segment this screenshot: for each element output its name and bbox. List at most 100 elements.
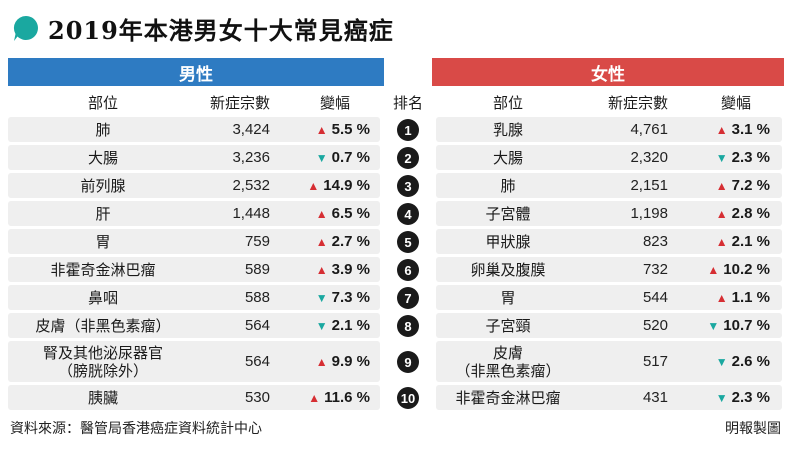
female-change: ▲ 3.1 %	[686, 117, 770, 142]
female-change-value: 2.8 %	[731, 204, 770, 222]
triangle-up-icon: ▲	[307, 178, 320, 193]
female-site-text: 子宮頸	[485, 316, 531, 335]
male-change: ▼ 0.7 %	[290, 145, 370, 170]
male-change: ▲ 14.9 %	[290, 173, 370, 198]
male-site-text: 肺	[95, 120, 111, 139]
male-site-text: 胃	[95, 232, 111, 251]
male-cases: 589	[244, 260, 270, 278]
female-cases: 4,761	[630, 120, 668, 138]
female-change: ▼ 2.3 %	[686, 385, 770, 410]
female-change: ▼ 10.7 %	[686, 313, 770, 338]
female-cases: 431	[642, 388, 668, 406]
female-change: ▲ 7.2 %	[686, 173, 770, 198]
male-site-text: 胰臟	[87, 388, 118, 407]
female-cases: 2,320	[630, 148, 668, 166]
table-row: 胃 759 ▲ 2.7 % 5 甲狀腺 823 ▲ 2.1 %	[0, 229, 791, 254]
triangle-down-icon: ▼	[707, 318, 720, 333]
triangle-up-icon: ▲	[315, 122, 328, 137]
triangle-up-icon: ▲	[715, 290, 728, 305]
male-site-cell: 非霍奇金淋巴瘤	[8, 257, 198, 282]
triangle-down-icon: ▼	[315, 290, 328, 305]
female-cases: 520	[642, 316, 668, 334]
triangle-down-icon: ▼	[715, 150, 728, 165]
female-header: 女性	[432, 58, 784, 86]
female-row-background	[436, 341, 782, 382]
male-change-value: 3.9 %	[331, 260, 370, 278]
female-change: ▼ 2.6 %	[686, 341, 770, 382]
female-change: ▲ 2.8 %	[686, 201, 770, 226]
male-site-cell: 胃	[8, 229, 198, 254]
rank-badge: 4	[397, 203, 419, 225]
female-site-text: 子宮體	[485, 204, 531, 223]
male-change-header: 變幅	[319, 93, 350, 112]
female-site-cell: 非霍奇金淋巴瘤	[434, 385, 582, 410]
triangle-up-icon: ▲	[315, 354, 328, 369]
triangle-up-icon: ▲	[315, 234, 328, 249]
credit-note: 明報製圖	[725, 421, 781, 437]
male-site-cell: 皮膚（非黑色素瘤）	[8, 313, 198, 338]
rank-badge: 5	[397, 231, 419, 253]
page-title: 2019年本港男女十大常見癌症	[48, 16, 394, 45]
female-cases: 1,198	[630, 204, 668, 222]
male-row-background	[8, 257, 380, 282]
male-change-value: 6.5 %	[331, 204, 370, 222]
male-site-cell: 腎及其他泌尿器官 （膀胱除外）	[8, 341, 198, 382]
female-cases: 517	[642, 352, 668, 370]
male-site-cell: 肺	[8, 117, 198, 142]
female-site-text: 非霍奇金淋巴瘤	[455, 388, 561, 407]
table-row: 腎及其他泌尿器官 （膀胱除外） 564 ▲ 9.9 % 9 皮膚 （非黑色素瘤） 517 ▼ 2.6…	[0, 341, 791, 382]
female-site-text: 肺	[500, 176, 516, 195]
triangle-up-icon: ▲	[715, 234, 728, 249]
female-site-cell: 肺	[434, 173, 582, 198]
female-change-value: 1.1 %	[731, 288, 770, 306]
female-site-cell: 大腸	[434, 145, 582, 170]
male-change: ▲ 5.5 %	[290, 117, 370, 142]
female-change-value: 2.1 %	[731, 232, 770, 250]
male-row-background	[8, 229, 380, 254]
female-row-background	[436, 117, 782, 142]
table-row: 前列腺 2,532 ▲ 14.9 % 3 肺 2,151 ▲ 7.2 %	[0, 173, 791, 198]
female-site-cell: 甲狀腺	[434, 229, 582, 254]
female-site-text: 乳腺	[492, 120, 523, 139]
male-row-background	[8, 117, 380, 142]
male-change-value: 5.5 %	[331, 120, 370, 138]
rank-badge: 2	[397, 147, 419, 169]
female-site-text: 大腸	[492, 148, 523, 167]
male-site-text: 肝	[95, 204, 111, 223]
male-change: ▲ 2.7 %	[290, 229, 370, 254]
female-site-text: （非黑色素瘤）	[455, 361, 561, 380]
female-site-header: 部位	[492, 93, 523, 112]
female-change: ▲ 2.1 %	[686, 229, 770, 254]
female-cases-header: 新症宗數	[607, 93, 668, 112]
female-site-cell: 子宮頸	[434, 313, 582, 338]
male-row-background	[8, 341, 380, 382]
triangle-up-icon: ▲	[308, 390, 321, 405]
female-change: ▲ 10.2 %	[686, 257, 770, 282]
male-site-cell: 鼻咽	[8, 285, 198, 310]
male-site-cell: 大腸	[8, 145, 198, 170]
female-row-background	[436, 285, 782, 310]
male-site-text: 鼻咽	[87, 288, 118, 307]
female-site-text: 甲狀腺	[485, 232, 531, 251]
female-row-background	[436, 385, 782, 410]
male-change: ▲ 9.9 %	[290, 341, 370, 382]
male-site-text: 非霍奇金淋巴瘤	[50, 260, 156, 279]
male-site-text: 皮膚（非黑色素瘤）	[35, 316, 171, 335]
male-site-cell: 前列腺	[8, 173, 198, 198]
male-cases-header: 新症宗數	[209, 93, 270, 112]
triangle-up-icon: ▲	[715, 206, 728, 221]
male-change-value: 2.1 %	[331, 316, 370, 334]
female-cases: 544	[642, 288, 668, 306]
male-site-cell: 肝	[8, 201, 198, 226]
female-change-value: 2.3 %	[731, 148, 770, 166]
female-change-value: 10.7 %	[723, 316, 770, 334]
female-site-text: 卵巢及腹膜	[470, 260, 546, 279]
rank-badge: 7	[397, 287, 419, 309]
triangle-down-icon: ▼	[715, 354, 728, 369]
female-row-background	[436, 313, 782, 338]
male-row-background	[8, 145, 380, 170]
female-row-background	[436, 145, 782, 170]
female-site-text: 胃	[500, 288, 516, 307]
female-site-cell: 卵巢及腹膜	[434, 257, 582, 282]
triangle-up-icon: ▲	[315, 206, 328, 221]
